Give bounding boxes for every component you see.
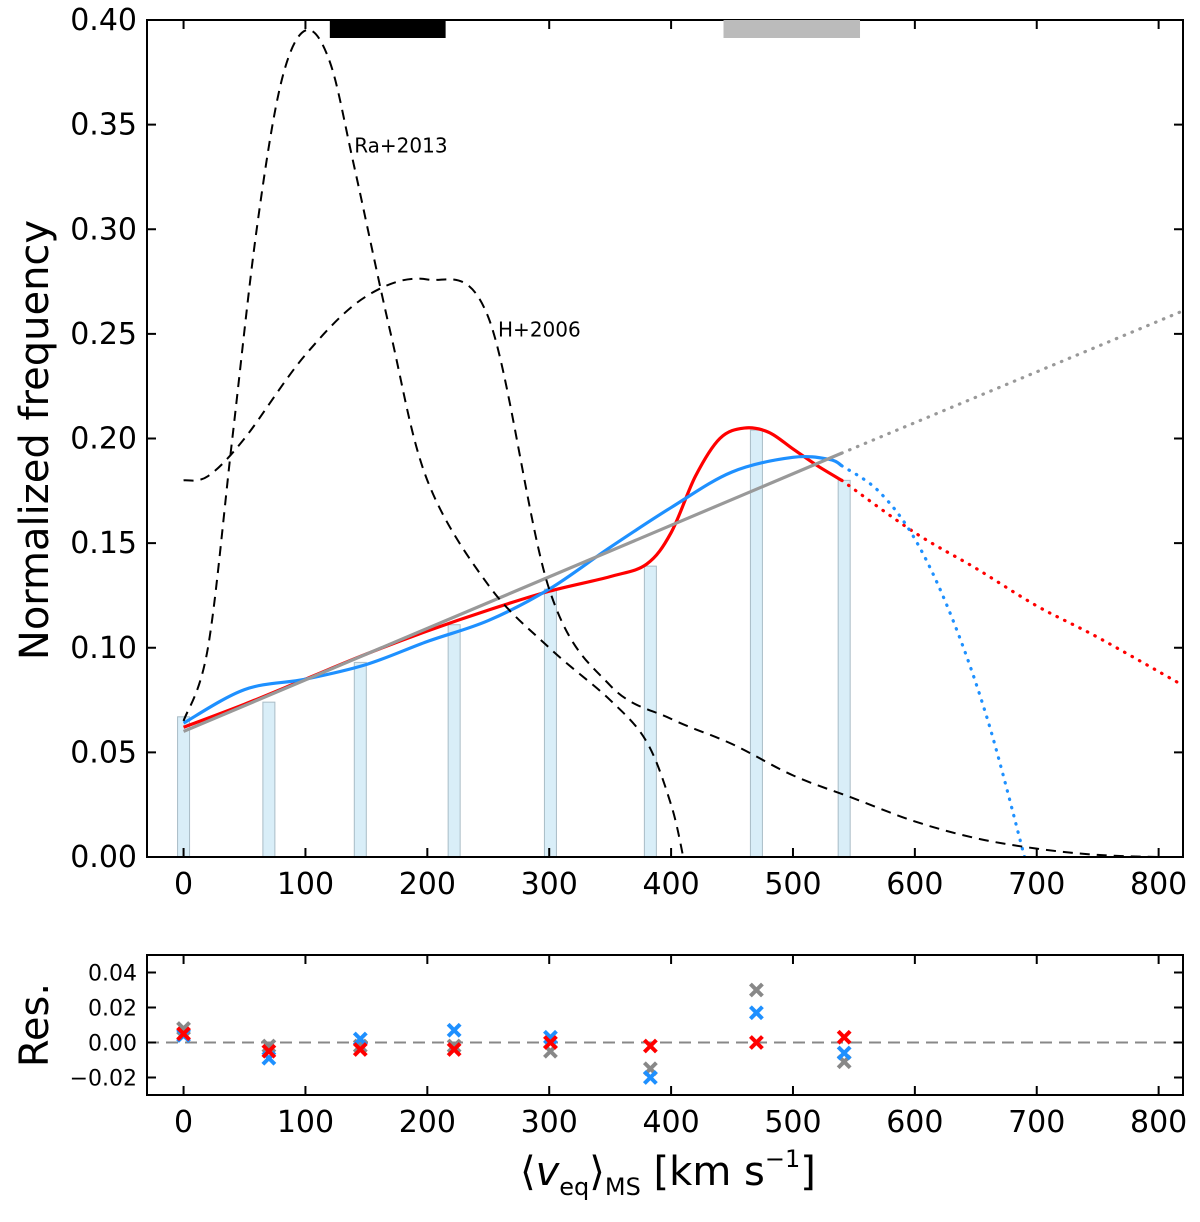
residual-marker	[836, 1045, 852, 1061]
residual-marker	[748, 1035, 764, 1050]
annotation-ra-2013: Ra+2013	[354, 134, 447, 158]
marker-stroke-b	[261, 1043, 277, 1059]
plot-frame	[146, 19, 1184, 858]
x-tick-label: 0	[174, 867, 193, 902]
residual-marker	[836, 1029, 852, 1045]
res-y-axis-title: Res.	[12, 983, 58, 1067]
y-tick-label: 0.25	[70, 317, 137, 352]
y-tick-label: 0.02	[88, 997, 137, 1022]
marker-stroke-b	[748, 1035, 764, 1050]
x-tick-label: 400	[642, 1105, 699, 1140]
annotation-h-2006: H+2006	[498, 318, 581, 342]
x-tick-label: 500	[764, 1105, 821, 1140]
histogram-bars	[177, 429, 851, 857]
fit-curves	[182, 28, 1183, 857]
x-tick-label: 200	[399, 867, 456, 902]
histogram-bar	[837, 479, 851, 857]
x-tick-label: 100	[277, 867, 334, 902]
marker-stroke-b	[176, 1026, 191, 1042]
residual-marker	[261, 1043, 277, 1059]
x-tick-label: 300	[521, 1105, 578, 1140]
x-tick-label: 500	[764, 867, 821, 902]
x-tick-label: 700	[1008, 867, 1065, 902]
plot-frame	[146, 954, 1184, 1096]
residual-marker	[642, 1070, 658, 1085]
y-tick-label: 0.00	[70, 840, 137, 875]
residual-marker	[642, 1038, 658, 1054]
marker-stroke-b	[446, 1042, 462, 1057]
y-tick-label: 0.10	[70, 631, 137, 666]
residual-marker	[352, 1042, 368, 1057]
marker-stroke-b	[836, 1029, 852, 1045]
residual-marker	[446, 1042, 462, 1057]
annotations: Ra+2013 H+2006	[354, 134, 581, 342]
y-tick-label: 0.04	[88, 962, 137, 987]
curve-h-2006	[183, 277, 1159, 857]
x-tick-label: 600	[886, 867, 943, 902]
x-axis-title-rendered: ⟨veq⟩MS [km s−1]	[520, 1145, 816, 1201]
curve-gray-extrapolation	[840, 309, 1183, 455]
x-tick-label: 300	[521, 867, 578, 902]
histogram-bar	[353, 661, 367, 857]
x-tick-label: 400	[642, 867, 699, 902]
curve-red-extrapolation	[840, 478, 1183, 688]
marker-stroke-b	[446, 1038, 462, 1054]
residual-marker	[446, 1038, 462, 1054]
x-tick-label: 100	[277, 1105, 334, 1140]
histogram-bar	[262, 701, 276, 857]
marker-stroke-b	[446, 1022, 462, 1038]
x-tick-label: 200	[399, 1105, 456, 1140]
histogram-bar	[749, 429, 763, 857]
residual-marker	[748, 1005, 764, 1021]
x-tick-label: 800	[1130, 867, 1187, 902]
y-axis-title: Normalized frequency	[12, 220, 58, 660]
gray-range	[723, 20, 861, 38]
x-axis-title: ⟨v_eq⟩_MS [km s^−1] ⟨veq⟩MS [km s−1]	[520, 1145, 816, 1201]
histogram-bar	[177, 716, 191, 857]
marker-stroke-b	[836, 1045, 852, 1061]
residual-marker	[748, 982, 764, 998]
curve-blue-extrapolation	[840, 464, 1027, 857]
residual-marker	[543, 1035, 558, 1050]
marker-stroke-b	[642, 1038, 658, 1054]
marker-stroke-b	[543, 1035, 558, 1050]
y-tick-label: 0.40	[70, 3, 137, 38]
y-tick-label: 0.05	[70, 735, 137, 770]
y-tick-label: 0.30	[70, 212, 137, 247]
x-tick-label: 600	[886, 1105, 943, 1140]
y-tick-label: 0.20	[70, 422, 137, 457]
y-tick-label: 0.00	[88, 1032, 137, 1057]
y-tick-label: 0.35	[70, 108, 137, 143]
main-axes: 0 100 200 300 400 500 600 700 800 0.00 0.05 0.10 0.1…	[70, 3, 1187, 902]
curve-gray-linear-fit	[182, 451, 843, 733]
residual-axes: 0 100 200 300 400 500 600 700 800 −0.02 0.00 0.02 0.…	[70, 954, 1187, 1140]
x-tick-label: 700	[1008, 1105, 1065, 1140]
residual-marker	[176, 1026, 191, 1042]
x-tick-label: 0	[174, 1105, 193, 1140]
residual-panel	[147, 982, 1183, 1085]
marker-stroke-b	[748, 1005, 764, 1021]
histogram-bar	[543, 588, 557, 857]
marker-stroke-b	[642, 1070, 658, 1085]
x-tick-label: 800	[1130, 1105, 1187, 1140]
y-tick-label: −0.02	[70, 1067, 137, 1092]
residual-marker	[446, 1022, 462, 1038]
marker-stroke-b	[748, 982, 764, 998]
histogram-bar	[447, 624, 461, 857]
range-bars	[329, 20, 861, 38]
y-tick-label: 0.15	[70, 526, 137, 561]
curve-ra-2013	[182, 28, 685, 857]
marker-stroke-b	[352, 1042, 368, 1057]
black-range	[329, 20, 446, 38]
